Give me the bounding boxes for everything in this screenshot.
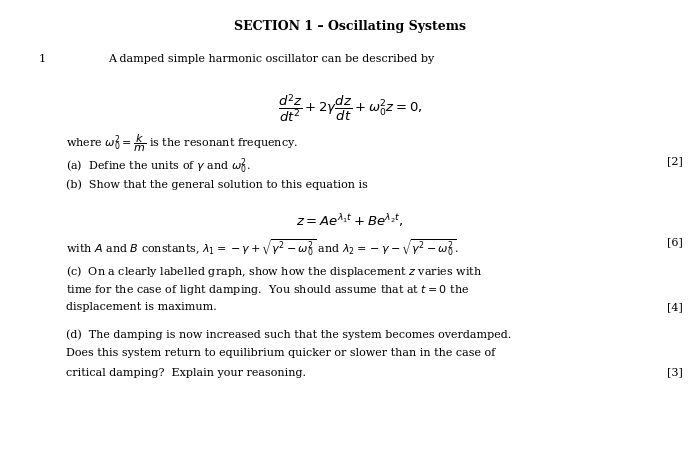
Text: critical damping?  Explain your reasoning.: critical damping? Explain your reasoning… [66, 368, 307, 378]
Text: (d)  The damping is now increased such that the system becomes overdamped.: (d) The damping is now increased such th… [66, 329, 512, 340]
Text: where $\omega_0^2 = \dfrac{k}{m}$ is the resonant frequency.: where $\omega_0^2 = \dfrac{k}{m}$ is the… [66, 132, 299, 154]
Text: [3]: [3] [666, 368, 682, 378]
Text: SECTION 1 – Oscillating Systems: SECTION 1 – Oscillating Systems [234, 20, 466, 33]
Text: 1: 1 [38, 54, 46, 64]
Text: [2]: [2] [666, 156, 682, 166]
Text: $\dfrac{d^2z}{dt^2} + 2\gamma\dfrac{dz}{dt} + \omega_0^2 z = 0,$: $\dfrac{d^2z}{dt^2} + 2\gamma\dfrac{dz}{… [278, 92, 422, 124]
Text: $z = Ae^{\lambda_1 t} + Be^{\lambda_2 t},$: $z = Ae^{\lambda_1 t} + Be^{\lambda_2 t}… [296, 212, 404, 229]
Text: displacement is maximum.: displacement is maximum. [66, 302, 217, 313]
Text: (c)  On a clearly labelled graph, show how the displacement $z$ varies with: (c) On a clearly labelled graph, show ho… [66, 264, 482, 279]
Text: A damped simple harmonic oscillator can be described by: A damped simple harmonic oscillator can … [108, 54, 435, 64]
Text: [4]: [4] [666, 302, 682, 313]
Text: (b)  Show that the general solution to this equation is: (b) Show that the general solution to th… [66, 179, 368, 190]
Text: with $A$ and $B$ constants, $\lambda_1 = -\gamma + \sqrt{\gamma^2 - \omega_0^2}$: with $A$ and $B$ constants, $\lambda_1 =… [66, 237, 459, 257]
Text: [6]: [6] [666, 237, 682, 247]
Text: (a)  Define the units of $\gamma$ and $\omega_0^2$.: (a) Define the units of $\gamma$ and $\o… [66, 156, 251, 176]
Text: Does this system return to equilibrium quicker or slower than in the case of: Does this system return to equilibrium q… [66, 348, 496, 358]
Text: time for the case of light damping.  You should assume that at $t = 0$ the: time for the case of light damping. You … [66, 283, 470, 297]
